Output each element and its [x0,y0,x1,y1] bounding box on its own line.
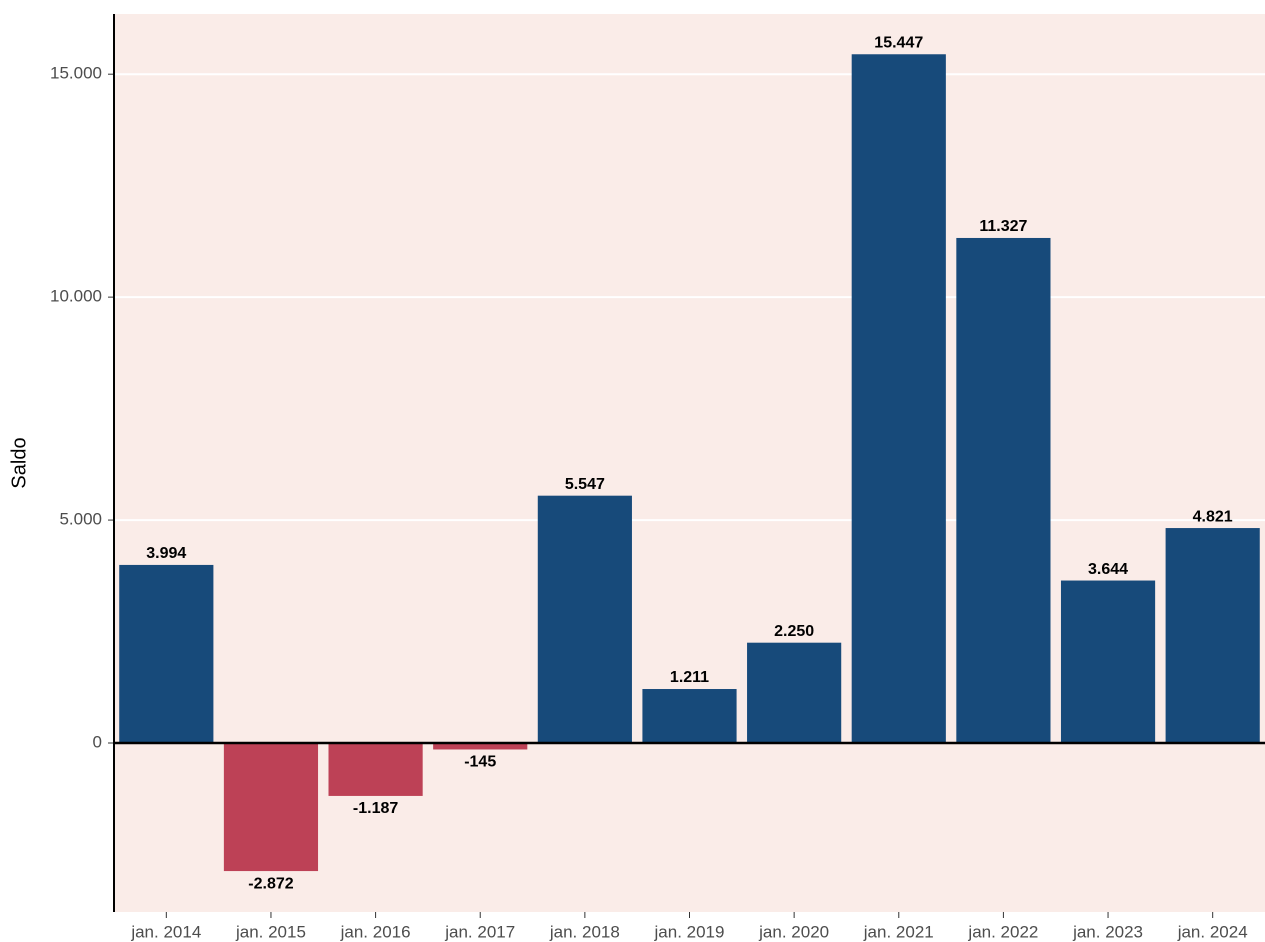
x-tick-label: jan. 2015 [235,922,306,941]
value-label: 2.250 [774,623,814,640]
y-axis-title: Saldo [8,437,30,488]
x-tick-label: jan. 2016 [340,922,411,941]
y-tick-label: 0 [93,732,102,751]
value-label: 11.327 [979,218,1027,235]
x-tick-label: jan. 2023 [1072,922,1143,941]
value-label: -1.187 [353,800,398,817]
bar [328,743,423,796]
y-tick-label: 10.000 [50,287,102,306]
y-tick-label: 15.000 [50,64,102,83]
bar [223,743,319,872]
value-label: 3.994 [146,545,186,562]
bar [747,642,842,744]
x-tick-label: jan. 2021 [863,922,934,941]
x-tick-label: jan. 2014 [130,922,201,941]
x-tick-label: jan. 2018 [549,922,620,941]
x-tick-label: jan. 2017 [444,922,515,941]
bar [956,237,1051,744]
bar [642,689,737,744]
value-label: -145 [464,754,496,771]
x-tick-label: jan. 2020 [758,922,829,941]
value-label: 1.211 [670,669,709,686]
y-tick-label: 5.000 [59,510,102,529]
value-label: -2.872 [248,875,293,892]
bar [851,54,946,744]
bar [433,743,528,750]
value-label: 15.447 [874,34,923,51]
bar [119,564,214,744]
bar [1165,528,1260,744]
x-tick-label: jan. 2022 [967,922,1038,941]
bar [1060,580,1156,744]
x-tick-label: jan. 2019 [654,922,725,941]
x-tick-label: jan. 2024 [1177,922,1248,941]
value-label: 3.644 [1088,561,1128,578]
value-label: 4.821 [1193,508,1233,525]
value-label: 5.547 [565,476,605,493]
bar [537,495,632,744]
